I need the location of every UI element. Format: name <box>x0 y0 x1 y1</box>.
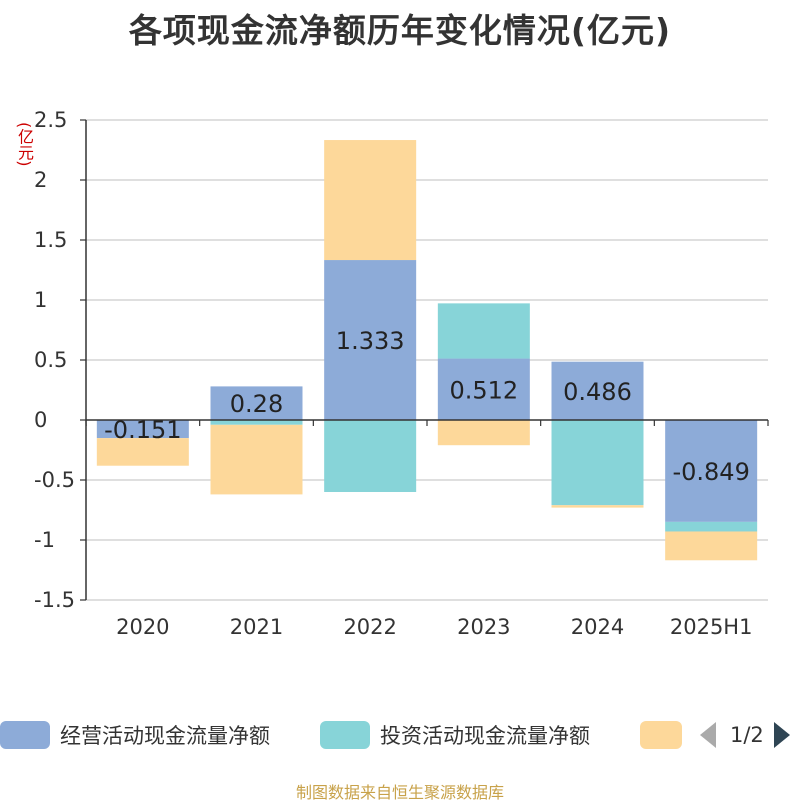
legend-prev-page-icon[interactable] <box>700 722 716 748</box>
y-tick-label: 1.5 <box>34 228 67 252</box>
y-tick-label: -0.5 <box>34 468 75 492</box>
legend-swatch-financing <box>640 721 682 749</box>
bar-segment-2[interactable] <box>324 420 416 492</box>
y-tick-label: 0 <box>34 408 47 432</box>
x-tick-label: 2020 <box>116 615 169 639</box>
legend-next-page-icon[interactable] <box>774 722 790 748</box>
legend-label-investing: 投资活动现金流量净额 <box>380 720 590 750</box>
bar-segment-2[interactable] <box>438 303 530 358</box>
x-tick-label: 2023 <box>457 615 510 639</box>
legend-item-financing[interactable] <box>640 716 682 754</box>
bar-segment-3[interactable] <box>211 425 303 495</box>
legend-label-operating: 经营活动现金流量净额 <box>60 720 270 750</box>
y-tick-label: 2.5 <box>34 108 67 132</box>
legend-item-operating[interactable]: 经营活动现金流量净额 <box>0 716 270 754</box>
bar-value-label: 0.486 <box>563 378 632 406</box>
y-tick-label: -1 <box>34 528 55 552</box>
bar-segment-2[interactable] <box>665 522 757 532</box>
x-tick-label: 2022 <box>343 615 396 639</box>
bar-segment-3[interactable] <box>665 531 757 560</box>
x-tick-label: 2025H1 <box>670 615 753 639</box>
legend-item-investing[interactable]: 投资活动现金流量净额 <box>320 716 590 754</box>
legend-swatch-investing <box>320 721 370 749</box>
y-tick-label: 2 <box>34 168 47 192</box>
bar-value-label: -0.849 <box>672 458 749 486</box>
data-source-note: 制图数据来自恒生聚源数据库 <box>0 779 800 803</box>
data-labels: -0.151 0.28 1.333 0.512 0.486 -0.849 <box>104 327 750 486</box>
legend-pager: 1/2 <box>700 716 790 754</box>
bar-segment-3[interactable] <box>552 505 644 507</box>
legend: 经营活动现金流量净额 投资活动现金流量净额 1/2 <box>0 716 800 754</box>
legend-swatch-operating <box>0 721 50 749</box>
bar-segment-3[interactable] <box>438 420 530 445</box>
bar-segment-2[interactable] <box>552 420 644 505</box>
x-tick-label: 2024 <box>571 615 624 639</box>
legend-page-indicator: 1/2 <box>730 723 764 747</box>
x-tick-label: 2021 <box>230 615 283 639</box>
bar-segment-3[interactable] <box>324 140 416 260</box>
y-tick-label: -1.5 <box>34 588 75 612</box>
bar-value-label: 0.512 <box>449 376 518 404</box>
bar-value-label: -0.151 <box>104 416 181 444</box>
y-tick-label: 0.5 <box>34 348 67 372</box>
bar-value-label: 0.28 <box>230 390 283 418</box>
bar-group <box>97 140 757 560</box>
bar-value-label: 1.333 <box>336 327 405 355</box>
y-tick-label: 1 <box>34 288 47 312</box>
